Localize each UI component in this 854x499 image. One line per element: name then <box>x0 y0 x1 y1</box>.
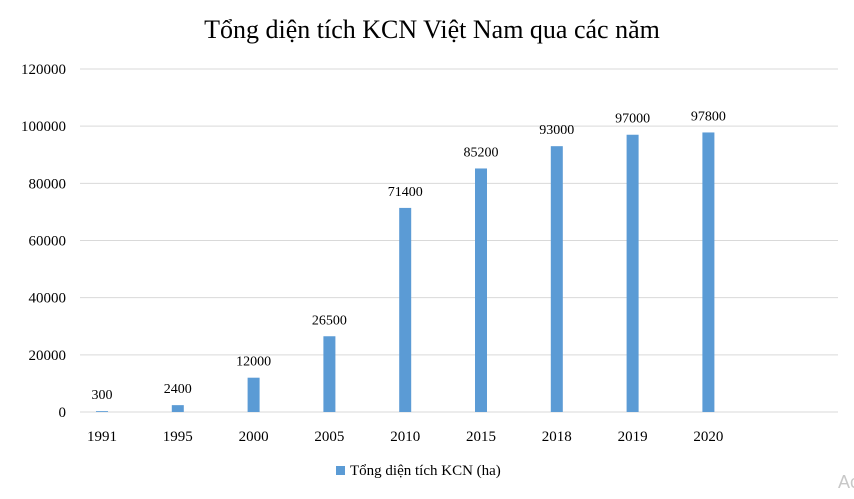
bar <box>323 336 336 412</box>
x-tick-label: 2020 <box>693 429 723 445</box>
y-tick-label: 80000 <box>29 176 67 192</box>
data-label: 2400 <box>164 382 192 397</box>
y-tick-label: 20000 <box>29 348 67 364</box>
x-tick-label: 2005 <box>314 429 344 445</box>
data-label: 97000 <box>615 112 650 127</box>
data-label: 12000 <box>236 355 271 370</box>
bar <box>550 146 563 413</box>
x-tick-label: 2010 <box>390 429 420 445</box>
bars <box>96 132 715 413</box>
legend: Tổng diện tích KCN (ha) <box>336 463 501 479</box>
bar <box>247 377 260 412</box>
chart-title: Tổng diện tích KCN Việt Nam qua các năm <box>204 15 660 44</box>
legend-swatch <box>336 466 345 475</box>
x-tick-label: 2000 <box>239 429 269 445</box>
data-label: 71400 <box>388 185 423 200</box>
data-label: 300 <box>92 388 113 403</box>
y-axis-ticks: 0 20000 40000 60000 80000 100000 120000 <box>21 62 66 421</box>
bar <box>171 405 184 412</box>
bar <box>626 134 639 412</box>
x-axis-ticks: 1991 1995 2000 2005 2010 2015 2018 2019 2020 <box>87 429 723 445</box>
x-tick-label: 2018 <box>542 429 572 445</box>
bar <box>475 168 487 412</box>
x-tick-label: 1991 <box>87 429 117 445</box>
data-labels: 300 2400 12000 26500 71400 85200 93000 97000 978… <box>92 109 726 403</box>
y-tick-label: 120000 <box>21 62 66 78</box>
bar <box>702 132 715 412</box>
data-label: 26500 <box>312 313 347 328</box>
gridlines <box>80 68 838 413</box>
x-tick-label: 1995 <box>163 429 193 445</box>
bar <box>399 207 412 412</box>
bar <box>96 411 108 412</box>
x-tick-label: 2015 <box>466 429 496 445</box>
legend-label: Tổng diện tích KCN (ha) <box>350 463 501 479</box>
y-tick-label: 100000 <box>21 119 66 135</box>
data-label: 93000 <box>539 123 574 138</box>
data-label: 97800 <box>691 109 726 124</box>
x-tick-label: 2019 <box>618 429 648 445</box>
y-tick-label: 60000 <box>29 234 67 250</box>
watermark-text: Ac <box>838 472 854 492</box>
y-tick-label: 0 <box>59 405 67 421</box>
y-tick-label: 40000 <box>29 291 67 307</box>
data-label: 85200 <box>464 145 499 160</box>
